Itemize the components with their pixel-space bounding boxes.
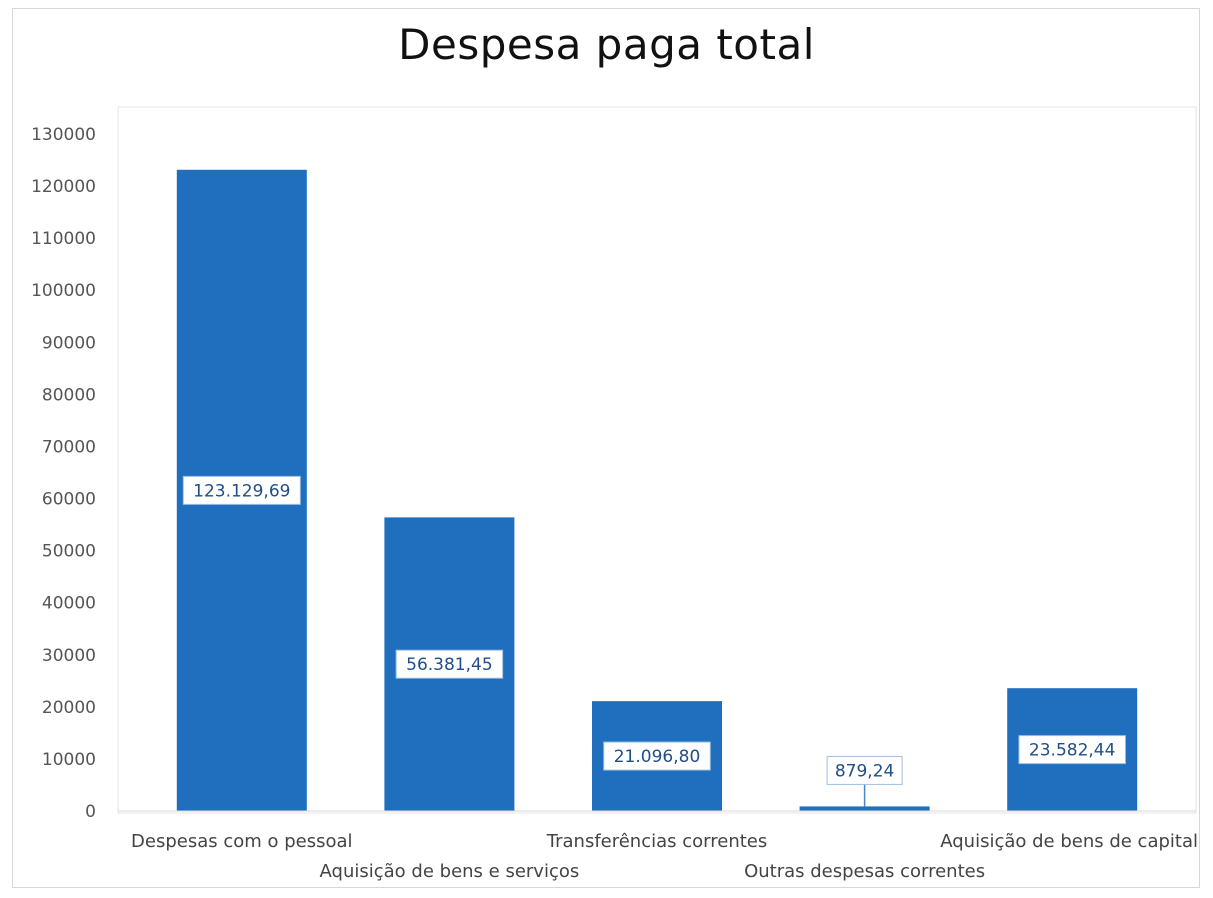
- plot-area: [117, 106, 1197, 814]
- y-tick-label: 110000: [31, 229, 96, 249]
- data-label: 23.582,44: [1029, 741, 1116, 761]
- y-tick-label: 0: [85, 802, 96, 822]
- y-tick-label: 30000: [42, 646, 96, 666]
- y-tick-label: 130000: [31, 125, 96, 145]
- y-axis: 0 10000 20000 30000 40000 50000 60000 70000 8000…: [31, 125, 96, 822]
- data-label-box: [1018, 735, 1126, 765]
- y-tick-label: 120000: [31, 177, 96, 197]
- data-label: 56.381,45: [406, 655, 493, 675]
- data-label: 21.096,80: [614, 747, 701, 767]
- bars: [176, 169, 1138, 812]
- category-label: Aquisição de bens e serviços: [320, 861, 580, 882]
- y-tick-label: 10000: [42, 750, 96, 770]
- data-labels: 123.129,69 56.381,45 21.096,80 879,24 23.582…: [182, 475, 1126, 807]
- category-label: Despesas com o pessoal: [131, 831, 353, 852]
- y-tick-label: 50000: [42, 542, 96, 562]
- y-tick-label: 60000: [42, 490, 96, 510]
- category-label: Outras despesas correntes: [744, 861, 985, 882]
- data-label-box: [826, 755, 903, 785]
- data-label-box: [182, 475, 301, 505]
- category-label: Transferências correntes: [546, 831, 767, 852]
- bar: [799, 806, 930, 811]
- y-tick-label: 90000: [42, 333, 96, 353]
- y-tick-label: 70000: [42, 437, 96, 457]
- data-label-box: [395, 649, 504, 679]
- y-tick-label: 20000: [42, 698, 96, 718]
- x-axis: Despesas com o pessoal Aquisição de bens …: [118, 810, 1198, 882]
- data-label: 123.129,69: [193, 481, 290, 501]
- chart-title: Despesa paga total: [398, 20, 815, 69]
- data-label: 879,24: [835, 761, 894, 781]
- y-tick-label: 100000: [31, 281, 96, 301]
- category-label: Aquisição de bens de capital: [940, 831, 1198, 852]
- y-tick-label: 40000: [42, 594, 96, 614]
- y-tick-label: 80000: [42, 385, 96, 405]
- data-label-box: [603, 741, 711, 771]
